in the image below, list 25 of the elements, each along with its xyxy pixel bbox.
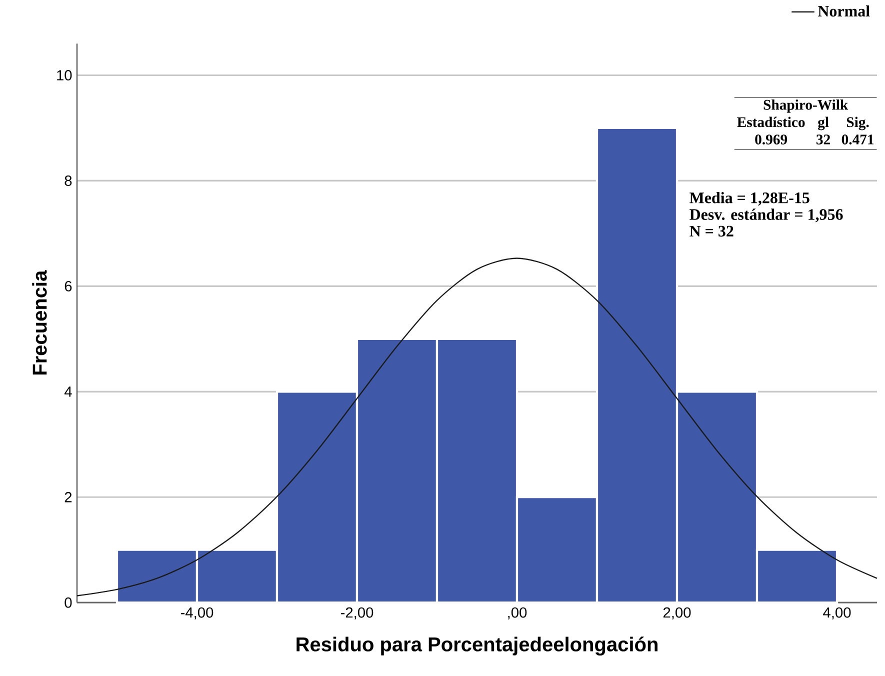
x-tick-label: -4,00 bbox=[180, 608, 214, 620]
line-series bbox=[76, 258, 878, 597]
annotation: gl bbox=[818, 117, 829, 130]
annotation: 0.471 bbox=[842, 134, 874, 145]
y-tick-label: 10 bbox=[57, 70, 72, 81]
x-tick-label: 2,00 bbox=[663, 608, 691, 620]
x-axis-title: Residuo para Porcentajedeelongación bbox=[296, 636, 658, 656]
y-axis-title: Frecuencia bbox=[32, 270, 47, 375]
annotation: Shapiro-Wilk bbox=[764, 100, 848, 113]
x-tick-label: ,00 bbox=[508, 608, 527, 620]
x-tick-label: -2,00 bbox=[340, 608, 374, 620]
annotation: Estadístico bbox=[737, 116, 805, 128]
x-tick-label: 4,00 bbox=[823, 608, 851, 620]
annotation: Desv. estándar = 1,956 bbox=[690, 208, 843, 222]
y-tick-label: 8 bbox=[64, 176, 72, 186]
y-tick-label: 0 bbox=[64, 598, 72, 608]
annotation: N = 32 bbox=[690, 226, 734, 237]
legend-label: Normal bbox=[818, 6, 870, 17]
y-tick-label: 4 bbox=[64, 386, 72, 397]
annotation: Sig. bbox=[846, 117, 869, 130]
annotation: 0.969 bbox=[755, 134, 788, 145]
annotation: 32 bbox=[816, 134, 830, 145]
y-tick-label: 2 bbox=[64, 492, 72, 502]
y-tick-label: 6 bbox=[64, 281, 72, 292]
annotation: Media = 1,28E-15 bbox=[690, 192, 810, 206]
